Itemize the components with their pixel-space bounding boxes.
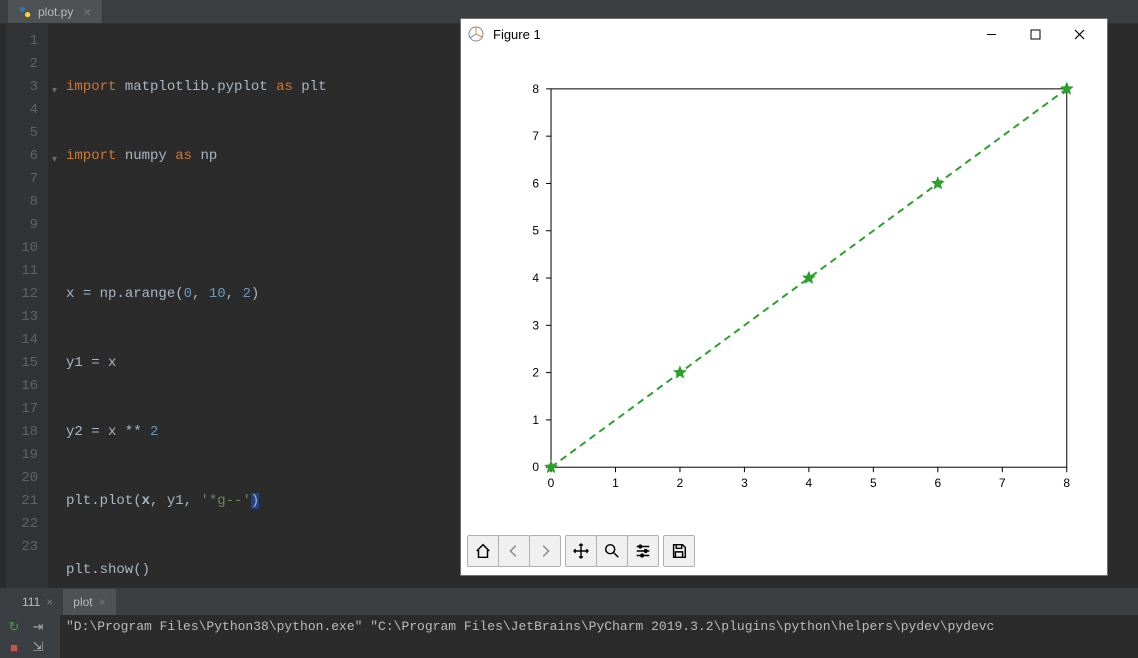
file-tab-label: plot.py [38,5,73,19]
stepinto-icon[interactable]: ⇲ [30,639,46,655]
svg-text:5: 5 [532,224,539,238]
svg-text:3: 3 [532,318,539,332]
chart-svg: 0 1 2 3 4 5 6 7 8 0 1 2 3 4 5 6 7 8 [481,59,1087,515]
figure-window[interactable]: Figure 1 0 1 2 3 4 5 6 7 8 0 1 2 3 4 5 6 7 8 [460,18,1108,576]
stepover-icon[interactable]: ⇥ [30,619,46,635]
svg-text:5: 5 [870,476,877,490]
run-tab-plot[interactable]: plot× [63,589,115,615]
figure-toolbar [467,535,695,569]
console-output[interactable]: "D:\Program Files\Python38\python.exe" "… [60,615,1138,658]
svg-text:2: 2 [532,366,539,380]
python-file-icon [18,5,32,19]
run-toolbar: ↻ ⇥ ■ ⇲ [0,615,60,658]
window-title: Figure 1 [493,27,969,42]
run-tool-window: 111× plot× ↻ ⇥ ■ ⇲ "D:\Program Files\Pyt… [0,588,1138,658]
rerun-icon[interactable]: ↻ [6,619,22,635]
svg-text:6: 6 [532,176,539,190]
svg-text:3: 3 [741,476,748,490]
minimize-button[interactable] [969,19,1013,49]
svg-text:1: 1 [612,476,619,490]
svg-text:7: 7 [999,476,1006,490]
close-icon[interactable]: × [83,4,91,20]
matplotlib-icon [467,25,485,43]
titlebar[interactable]: Figure 1 [461,19,1107,49]
run-tabs: 111× plot× [0,589,1138,615]
close-button[interactable] [1057,19,1101,49]
fold-icon[interactable]: ▾ [52,80,62,90]
svg-text:6: 6 [935,476,942,490]
svg-text:8: 8 [1063,476,1070,490]
maximize-button[interactable] [1013,19,1057,49]
forward-icon[interactable] [529,535,561,567]
svg-text:7: 7 [532,129,539,143]
svg-text:2: 2 [677,476,684,490]
close-icon[interactable]: × [46,595,53,609]
line-number-gutter: 1234567891011121314151617181920212223 [6,24,48,588]
configure-icon[interactable] [627,535,659,567]
svg-text:1: 1 [532,413,539,427]
fold-icon[interactable]: ▾ [52,149,62,159]
svg-text:4: 4 [532,271,539,285]
file-tab-plot[interactable]: plot.py × [8,0,103,23]
save-icon[interactable] [663,535,695,567]
home-icon[interactable] [467,535,499,567]
svg-text:4: 4 [806,476,813,490]
back-icon[interactable] [498,535,530,567]
zoom-icon[interactable] [596,535,628,567]
plot-canvas: 0 1 2 3 4 5 6 7 8 0 1 2 3 4 5 6 7 8 [481,59,1087,515]
svg-text:8: 8 [532,82,539,96]
close-icon[interactable]: × [99,595,106,609]
stop-icon[interactable]: ■ [6,639,22,655]
svg-text:0: 0 [532,460,539,474]
run-tab-111[interactable]: 111× [12,589,63,615]
pan-icon[interactable] [565,535,597,567]
svg-text:0: 0 [548,476,555,490]
